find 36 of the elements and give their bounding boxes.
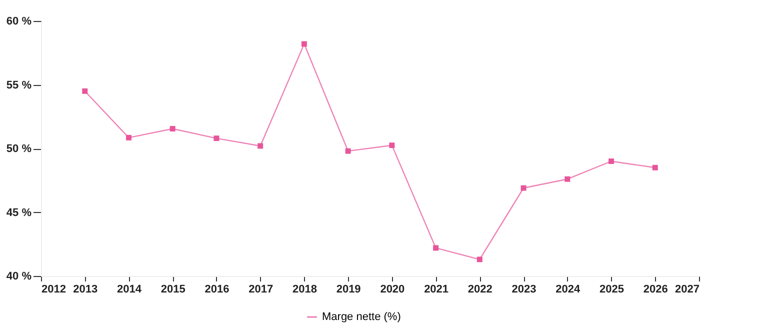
x-tick-label: 2026: [643, 284, 668, 296]
y-tick-label: 60 %: [6, 16, 32, 28]
x-tick-label: 2027: [675, 284, 700, 296]
point: [345, 148, 351, 154]
point: [608, 158, 614, 164]
point: [389, 142, 395, 148]
x-tick-label: 2019: [336, 284, 361, 296]
point: [214, 136, 220, 142]
y-tick-label: 45 %: [6, 206, 32, 219]
x-tick-label: 2025: [600, 284, 624, 296]
x-tick-label: 2017: [248, 284, 274, 296]
point: [301, 41, 307, 47]
point: [82, 88, 88, 94]
x-tick-label: 2018: [292, 284, 317, 296]
point: [564, 176, 570, 182]
y-tick-label: 55 %: [6, 79, 32, 92]
point: [258, 143, 264, 149]
x-tick-label: 2024: [556, 284, 582, 296]
point: [520, 185, 526, 191]
x-tick-label: 2021: [424, 284, 449, 296]
legend-label: Marge nette (%): [322, 311, 401, 323]
x-tick-label: 2016: [204, 284, 230, 296]
x-tick-label: 2012: [42, 284, 66, 296]
x-tick-label: 2014: [116, 284, 142, 296]
point: [170, 126, 176, 132]
point: [476, 256, 482, 262]
x-tick-label: 2022: [468, 284, 492, 296]
y-tick-label: 50 %: [6, 143, 32, 155]
x-tick-label: 2020: [380, 284, 405, 296]
point: [652, 164, 658, 170]
point: [126, 134, 132, 140]
y-tick-label: 40 %: [6, 270, 32, 282]
point: [433, 245, 439, 251]
x-tick-label: 2023: [512, 284, 536, 296]
x-tick-label: 2015: [160, 284, 186, 296]
x-tick-label: 2013: [73, 284, 98, 296]
